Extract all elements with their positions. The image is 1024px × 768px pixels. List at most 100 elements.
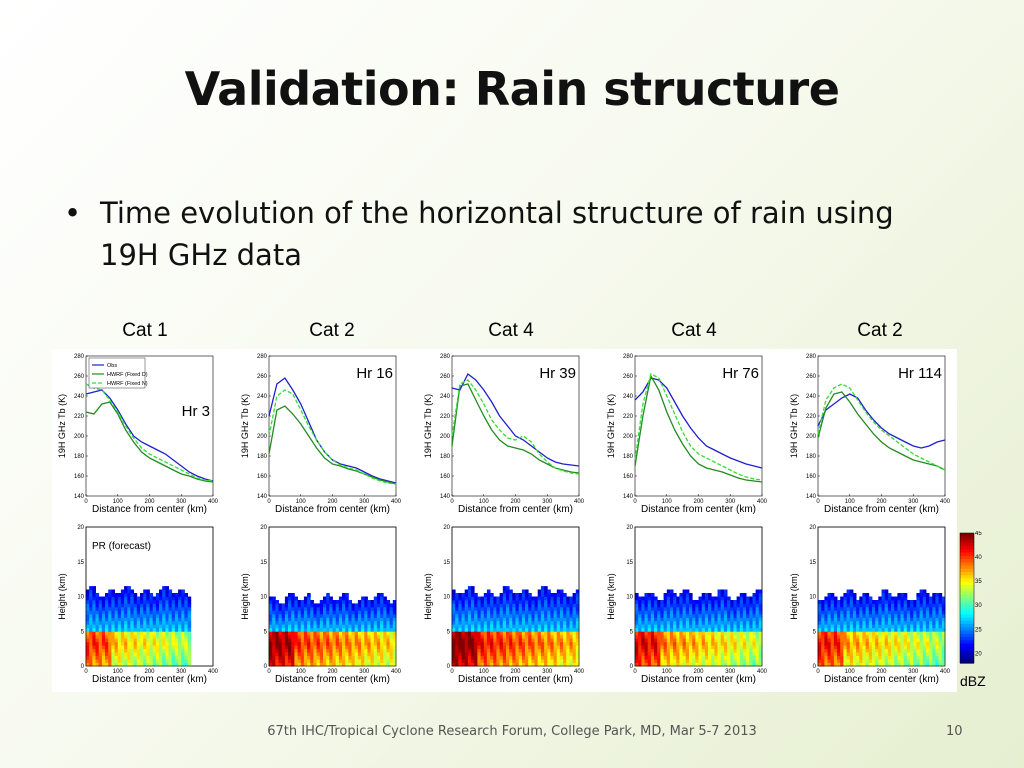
reflectivity-cell [900,593,905,597]
reflectivity-cell [720,610,725,615]
reflectivity-cell [146,627,150,632]
reflectivity-cell [376,638,381,643]
x-tick-label: 200 [876,499,887,505]
reflectivity-cell [281,624,286,629]
reflectivity-cell [467,606,472,611]
reflectivity-cell [464,596,469,601]
reflectivity-cell [506,593,510,597]
y-tick-label: 140 [74,494,85,500]
reflectivity-cell [531,603,535,608]
reflectivity-cell [856,641,860,646]
reflectivity-cell [669,620,674,625]
reflectivity-cell [162,613,166,618]
reflectivity-cell [165,596,169,601]
reflectivity-cell [351,631,356,636]
reflectivity-cell [159,659,163,663]
reflectivity-cell [698,645,703,650]
reflectivity-cell [502,610,507,615]
reflectivity-cell [101,641,106,646]
reflectivity-cell [701,638,706,643]
reflectivity-cell [373,652,378,656]
reflectivity-cell [891,641,895,646]
reflectivity-cell [386,603,391,608]
reflectivity-cell [187,627,192,632]
reflectivity-cell [345,659,349,663]
reflectivity-cell [550,620,554,625]
y-tick-label: 220 [440,414,451,420]
reflectivity-cell [521,652,526,656]
reflectivity-cell [471,617,475,622]
reflectivity-cell [496,641,500,646]
reflectivity-cell [357,606,362,611]
reflectivity-cell [159,624,163,629]
reflectivity-cell [477,627,481,632]
reflectivity-cell [310,645,314,650]
reflectivity-cell [906,659,911,663]
reflectivity-cell [136,606,141,611]
reflectivity-cell [493,624,497,629]
reflectivity-cell [165,613,169,618]
reflectivity-cell [654,634,658,639]
reflectivity-cell [720,659,725,663]
reflectivity-cell [827,600,832,604]
reflectivity-cell [563,662,567,667]
reflectivity-cell [181,662,185,667]
reflectivity-cell [174,655,179,660]
reflectivity-cell [386,634,391,639]
reflectivity-cell [518,645,523,650]
reflectivity-cell [136,627,141,632]
reflectivity-cell [736,648,741,653]
x-axis-label: Distance from center (km) [275,674,390,685]
reflectivity-cell [846,589,851,594]
reflectivity-cell [303,624,308,629]
reflectivity-cell [872,659,876,663]
legend-entry: Obs [107,363,117,369]
reflectivity-cell [673,634,677,639]
reflectivity-cell [136,662,141,667]
reflectivity-cell [698,596,703,601]
reflectivity-cell [644,606,649,611]
reflectivity-cell [553,606,558,611]
reflectivity-cell [111,617,115,622]
reflectivity-cell [682,606,687,611]
reflectivity-cell [540,655,545,660]
reflectivity-cell [467,624,472,629]
reflectivity-cell [86,620,90,625]
reflectivity-cell [884,645,889,650]
reflectivity-cell [534,603,539,608]
reflectivity-cell [342,655,346,660]
reflectivity-cell [174,638,179,643]
reflectivity-cell [875,620,879,625]
reflectivity-cell [868,634,873,639]
x-tick-label: 0 [816,499,820,505]
reflectivity-cell [133,652,138,656]
reflectivity-cell [499,606,504,611]
reflectivity-cell [389,603,394,608]
reflectivity-cell [386,624,391,629]
reflectivity-cell [370,627,375,632]
reflectivity-cell [307,655,311,660]
reflectivity-cell [165,603,169,608]
reflectivity-cell [187,620,192,625]
y-tick-label: 15 [77,560,84,566]
series-line [268,405,397,485]
reflectivity-cell [477,631,481,636]
reflectivity-cell [105,613,109,618]
reflectivity-cell [900,620,905,625]
reflectivity-cell [922,600,927,604]
reflectivity-cell [704,648,709,653]
reflectivity-cell [685,655,690,660]
reflectivity-cell [310,613,314,618]
reflectivity-cell [925,606,930,611]
reflectivity-cell [730,627,734,632]
reflectivity-cell [313,603,317,608]
reflectivity-cell [480,620,485,625]
reflectivity-cell [714,631,718,636]
reflectivity-cell [711,610,715,615]
reflectivity-cell [916,645,920,650]
reflectivity-cell [550,638,554,643]
reflectivity-cell [105,652,109,656]
reflectivity-cell [547,641,551,646]
reflectivity-cell [537,638,542,643]
reflectivity-cell [184,652,188,656]
